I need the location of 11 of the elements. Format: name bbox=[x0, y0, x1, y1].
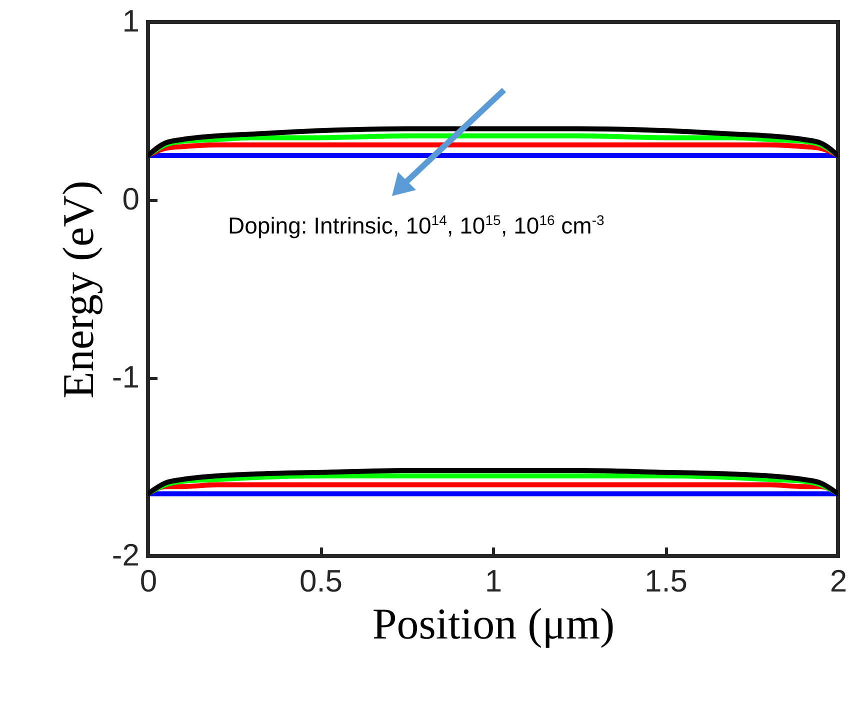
y-tick-label: 1 bbox=[122, 4, 140, 38]
y-tick-label: 0 bbox=[122, 182, 140, 216]
y-tick-label: -1 bbox=[112, 360, 140, 394]
y-tick-label: -2 bbox=[112, 538, 140, 572]
x-tick-label: 0.5 bbox=[299, 564, 343, 598]
x-tick-label: 1.5 bbox=[644, 564, 688, 598]
y-axis-title: Energy (eV) bbox=[54, 180, 103, 398]
x-tick-label: 1 bbox=[484, 564, 502, 598]
annotation: Doping: Intrinsic, 10$^{14}$, 10$^{15}$, 10$^{16}$ cm$^{-3}$ bbox=[228, 212, 604, 240]
x-tick-label: 2 bbox=[830, 564, 848, 598]
x-axis-title: Position (μm) bbox=[372, 600, 615, 648]
